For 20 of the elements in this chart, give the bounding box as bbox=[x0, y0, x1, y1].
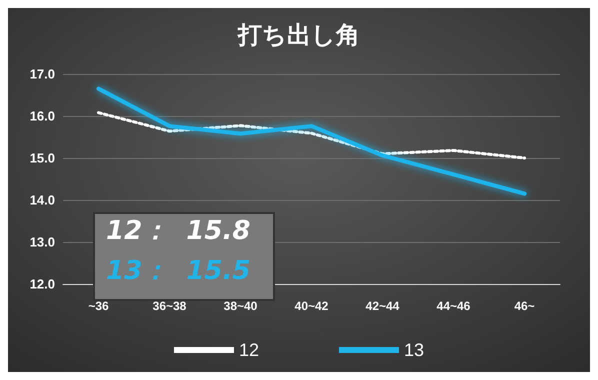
line-series bbox=[96, 86, 526, 196]
x-tick-label: 40~42 bbox=[294, 299, 329, 313]
y-tick-label: 14.0 bbox=[30, 192, 55, 208]
line-series bbox=[97, 111, 526, 160]
x-tick-label: ~36 bbox=[88, 299, 109, 313]
x-tick-label: 46~ bbox=[514, 299, 535, 313]
annotation: 12： 15.8 bbox=[106, 216, 250, 246]
x-tick-label: 44~46 bbox=[436, 299, 471, 313]
y-tick-label: 12.0 bbox=[30, 276, 55, 292]
x-tick-label: 36~38 bbox=[152, 299, 187, 313]
y-tick-label: 16.0 bbox=[30, 108, 55, 124]
legend-label: 12 bbox=[238, 340, 260, 360]
x-tick-label: 38~40 bbox=[224, 299, 258, 313]
chart-title: 打ち出し角 bbox=[237, 21, 360, 49]
y-tick-label: 13.0 bbox=[30, 234, 55, 250]
legend-label: 13 bbox=[404, 340, 424, 360]
y-tick-label: 17.0 bbox=[30, 66, 55, 82]
x-tick-label: 42~44 bbox=[366, 299, 400, 313]
y-tick-label: 15.0 bbox=[30, 150, 55, 166]
annotation: 13： 15.5 bbox=[106, 256, 250, 286]
